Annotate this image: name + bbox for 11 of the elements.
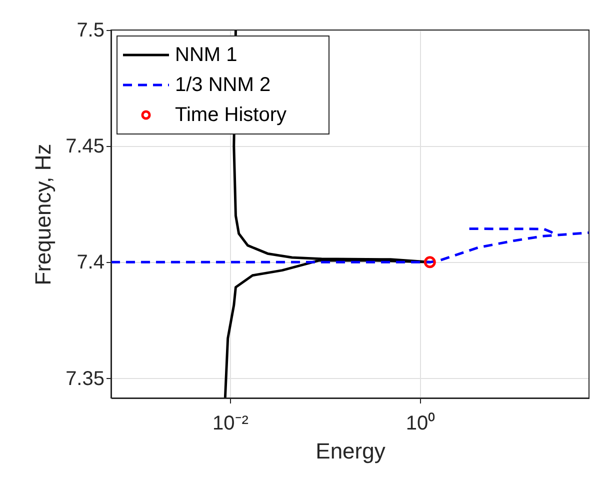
x-axis-title: Energy	[316, 438, 386, 464]
legend-label: 1/3 NNM 2	[175, 74, 271, 96]
y-tick-label: 7.35	[66, 368, 104, 390]
x-tick-label: 10⁻²	[212, 412, 249, 434]
x-tick-label: 10⁰	[406, 412, 436, 434]
y-tick-label: 7.5	[76, 20, 104, 42]
y-tick-label: 7.45	[66, 136, 104, 158]
legend-label: Time History	[175, 104, 286, 126]
y-axis-title: Frequency, Hz	[30, 144, 56, 286]
legend-label: NNM 1	[175, 44, 238, 66]
y-tick-label: 7.4	[76, 252, 104, 274]
